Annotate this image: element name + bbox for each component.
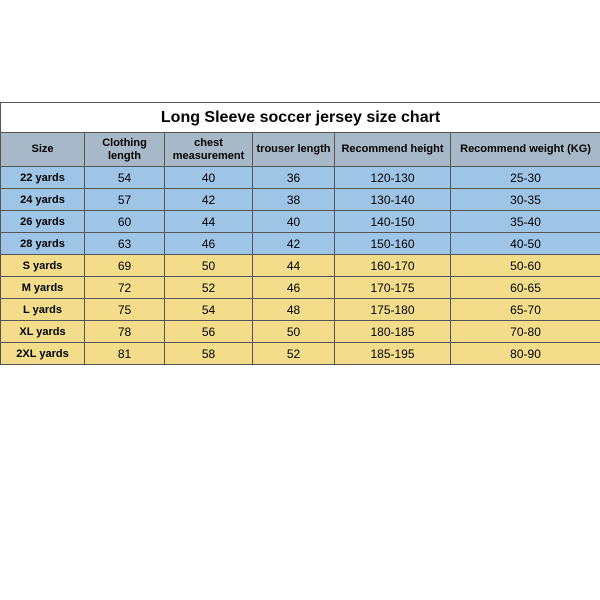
cell-size: XL yards: [1, 321, 85, 343]
title-row: Long Sleeve soccer jersey size chart: [1, 103, 600, 133]
cell-height: 150-160: [335, 233, 451, 255]
col-clothing-length: Clothing length: [85, 133, 165, 167]
cell-size: 22 yards: [1, 167, 85, 189]
col-size: Size: [1, 133, 85, 167]
header-row: Size Clothing length chest measurement t…: [1, 133, 600, 167]
cell-clothing-length: 69: [85, 255, 165, 277]
size-chart-table: Long Sleeve soccer jersey size chart Siz…: [0, 102, 600, 365]
cell-trouser: 44: [253, 255, 335, 277]
cell-height: 185-195: [335, 343, 451, 365]
cell-size: M yards: [1, 277, 85, 299]
cell-chest: 50: [165, 255, 253, 277]
cell-trouser: 38: [253, 189, 335, 211]
cell-trouser: 48: [253, 299, 335, 321]
cell-trouser: 46: [253, 277, 335, 299]
col-trouser-length: trouser length: [253, 133, 335, 167]
cell-weight: 80-90: [451, 343, 600, 365]
cell-chest: 58: [165, 343, 253, 365]
cell-height: 170-175: [335, 277, 451, 299]
table-row: 22 yards544036120-13025-30: [1, 167, 600, 189]
cell-height: 175-180: [335, 299, 451, 321]
cell-clothing-length: 54: [85, 167, 165, 189]
col-chest: chest measurement: [165, 133, 253, 167]
col-recommend-height: Recommend height: [335, 133, 451, 167]
table-row: 26 yards604440140-15035-40: [1, 211, 600, 233]
table-body: 22 yards544036120-13025-3024 yards574238…: [1, 167, 600, 365]
cell-weight: 65-70: [451, 299, 600, 321]
cell-weight: 25-30: [451, 167, 600, 189]
cell-weight: 35-40: [451, 211, 600, 233]
cell-chest: 40: [165, 167, 253, 189]
cell-size: 28 yards: [1, 233, 85, 255]
cell-clothing-length: 72: [85, 277, 165, 299]
cell-trouser: 50: [253, 321, 335, 343]
cell-size: 2XL yards: [1, 343, 85, 365]
cell-chest: 46: [165, 233, 253, 255]
cell-weight: 70-80: [451, 321, 600, 343]
cell-chest: 42: [165, 189, 253, 211]
cell-trouser: 36: [253, 167, 335, 189]
cell-trouser: 40: [253, 211, 335, 233]
cell-size: 24 yards: [1, 189, 85, 211]
cell-chest: 54: [165, 299, 253, 321]
table-row: L yards755448175-18065-70: [1, 299, 600, 321]
col-recommend-weight: Recommend weight (KG): [451, 133, 600, 167]
cell-clothing-length: 63: [85, 233, 165, 255]
table-row: 2XL yards815852185-19580-90: [1, 343, 600, 365]
table-row: S yards695044160-17050-60: [1, 255, 600, 277]
table-row: XL yards785650180-18570-80: [1, 321, 600, 343]
cell-size: L yards: [1, 299, 85, 321]
cell-clothing-length: 81: [85, 343, 165, 365]
cell-clothing-length: 57: [85, 189, 165, 211]
cell-weight: 40-50: [451, 233, 600, 255]
cell-chest: 56: [165, 321, 253, 343]
cell-trouser: 42: [253, 233, 335, 255]
table-row: 24 yards574238130-14030-35: [1, 189, 600, 211]
cell-chest: 44: [165, 211, 253, 233]
size-chart: Long Sleeve soccer jersey size chart Siz…: [0, 102, 600, 365]
cell-clothing-length: 75: [85, 299, 165, 321]
cell-weight: 50-60: [451, 255, 600, 277]
cell-size: S yards: [1, 255, 85, 277]
cell-size: 26 yards: [1, 211, 85, 233]
cell-weight: 60-65: [451, 277, 600, 299]
cell-height: 140-150: [335, 211, 451, 233]
cell-weight: 30-35: [451, 189, 600, 211]
cell-chest: 52: [165, 277, 253, 299]
table-row: M yards725246170-17560-65: [1, 277, 600, 299]
cell-height: 180-185: [335, 321, 451, 343]
cell-height: 130-140: [335, 189, 451, 211]
table-row: 28 yards634642150-16040-50: [1, 233, 600, 255]
cell-height: 160-170: [335, 255, 451, 277]
cell-clothing-length: 60: [85, 211, 165, 233]
chart-title: Long Sleeve soccer jersey size chart: [1, 103, 600, 133]
cell-height: 120-130: [335, 167, 451, 189]
cell-clothing-length: 78: [85, 321, 165, 343]
cell-trouser: 52: [253, 343, 335, 365]
